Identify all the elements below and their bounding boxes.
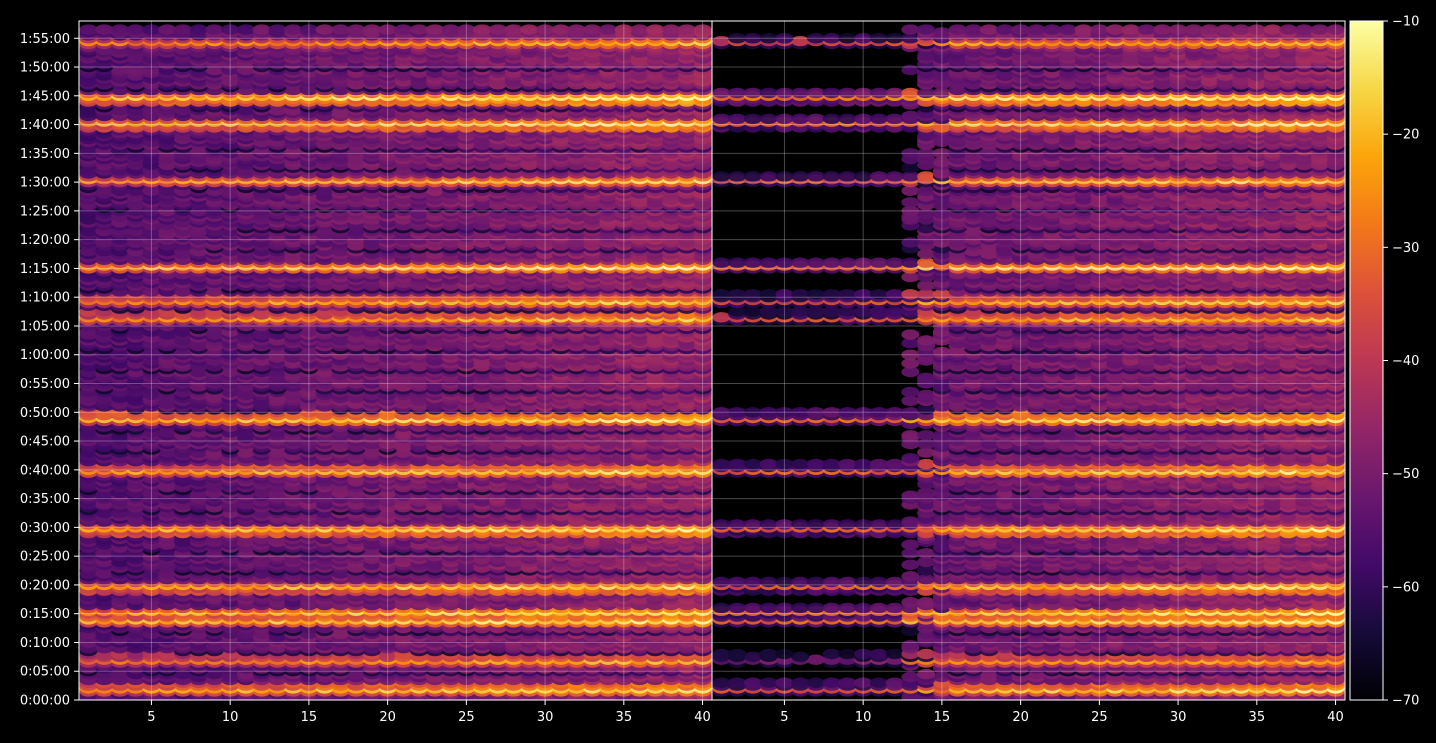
panels-layer <box>79 21 1345 700</box>
heatmap-panel-1 <box>79 21 712 700</box>
